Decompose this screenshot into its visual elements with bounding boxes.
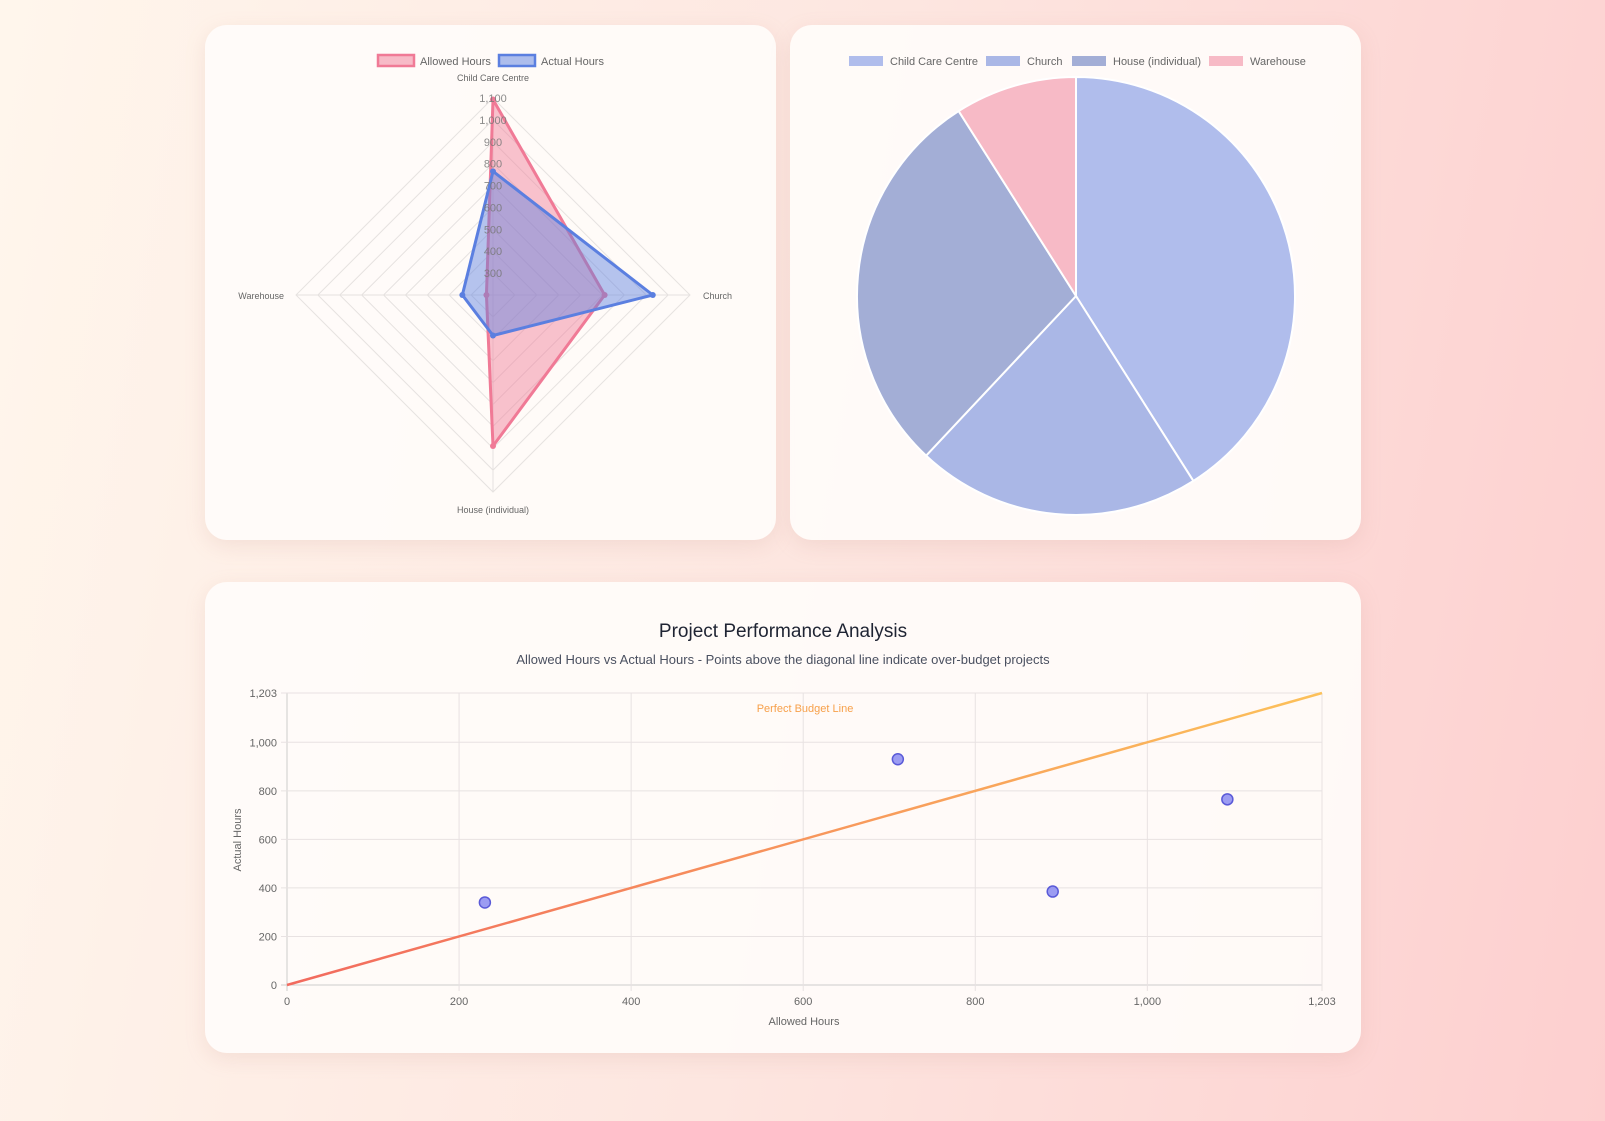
x-tick-label: 600	[794, 996, 812, 1008]
y-tick-label: 400	[259, 883, 277, 895]
chart-title: Project Performance Analysis	[659, 621, 907, 642]
perfect-budget-line-label: Perfect Budget Line	[757, 703, 854, 715]
radar-point	[459, 292, 466, 298]
scatter-point	[1046, 885, 1059, 898]
legend-label: Child Care Centre	[890, 56, 978, 68]
pie-card: Child Care Centre Church House (individual…	[790, 25, 1361, 540]
y-axis-label: Actual Hours	[232, 808, 244, 871]
radar-tick-label: 500	[484, 224, 502, 236]
radar-chart: 300 400 500 600 700 800 900 1,000 1,100 Child Car…	[238, 53, 732, 515]
radar-point	[490, 96, 496, 103]
radar-tick-label: 300	[484, 268, 502, 280]
y-tick-label: 1,203	[249, 688, 277, 700]
radar-point	[483, 292, 490, 298]
legend-label: House (individual)	[1113, 56, 1201, 68]
radar-tick-label: 400	[484, 246, 502, 258]
radar-tick-label: 900	[484, 137, 502, 149]
radar-axis-label: Warehouse	[238, 291, 284, 301]
radar-point	[490, 168, 496, 175]
legend-swatch	[1072, 56, 1106, 66]
legend-swatch	[986, 56, 1020, 66]
radar-axis-label: House (individual)	[457, 505, 529, 515]
scatter-point	[1221, 793, 1234, 806]
legend-label: Allowed Hours	[420, 56, 491, 68]
x-tick-label: 0	[284, 996, 290, 1008]
legend-swatch	[376, 53, 416, 68]
scatter-point	[478, 896, 492, 909]
pie-slice	[957, 75, 1077, 300]
legend-label: Church	[1027, 56, 1062, 68]
radar-tick-label: 700	[484, 181, 502, 193]
y-tick-label: 0	[271, 980, 277, 992]
x-tick-label: 200	[450, 996, 468, 1008]
scatter-card: Project Performance Analysis Allowed Hou…	[205, 582, 1361, 1053]
perfect-budget-line	[286, 691, 1323, 987]
x-axis-label: Allowed Hours	[769, 1016, 840, 1028]
x-tick-label: 400	[622, 996, 640, 1008]
x-tick-label: 800	[966, 996, 984, 1008]
radar-point	[490, 332, 496, 339]
legend-label: Actual Hours	[541, 56, 604, 68]
radar-point	[490, 443, 496, 450]
y-tick-label: 200	[259, 931, 277, 943]
radar-axis-label: Church	[703, 291, 732, 301]
legend-swatch	[849, 56, 883, 66]
legend-swatch	[1209, 56, 1243, 66]
pie-chart: Child Care Centre Church House (individual…	[849, 56, 1306, 516]
radar-tick-label: 800	[484, 159, 502, 171]
y-tick-label: 800	[259, 786, 277, 798]
radar-tick-label: 1,100	[479, 93, 507, 105]
radar-tick-label: 600	[484, 202, 502, 214]
x-tick-label: 1,000	[1134, 996, 1162, 1008]
chart-subtitle: Allowed Hours vs Actual Hours - Points a…	[516, 652, 1050, 667]
radar-point	[601, 292, 608, 298]
pie-slice	[1075, 75, 1296, 483]
radar-tick-label: 1,000	[479, 115, 507, 127]
radar-point	[649, 292, 656, 298]
legend-swatch	[497, 53, 537, 68]
pie-slice	[856, 109, 1078, 458]
y-tick-label: 600	[259, 834, 277, 846]
legend-label: Warehouse	[1250, 56, 1306, 68]
radar-card: 300 400 500 600 700 800 900 1,000 1,100 Child Car…	[205, 25, 776, 540]
y-tick-label: 1,000	[249, 737, 277, 749]
scatter-chart: Project Performance Analysis Allowed Hou…	[232, 621, 1336, 1028]
pie-slice	[924, 294, 1195, 516]
radar-axis-label: Child Care Centre	[457, 73, 529, 83]
scatter-point	[891, 753, 905, 766]
x-tick-label: 1,203	[1308, 996, 1336, 1008]
